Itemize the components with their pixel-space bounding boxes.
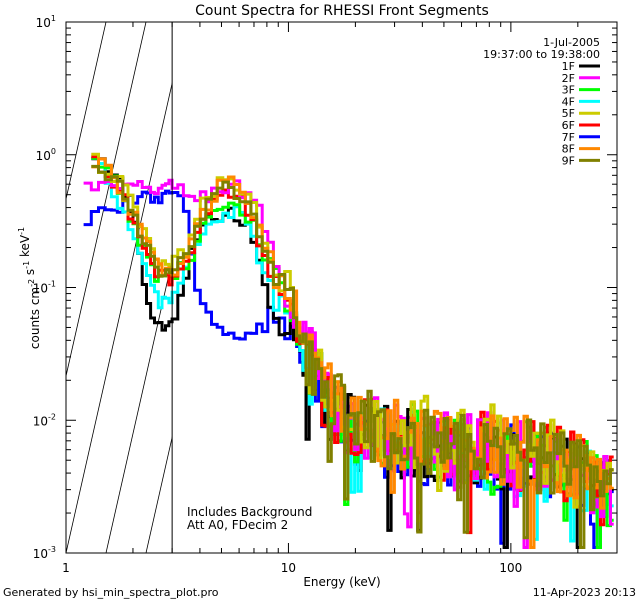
legend-label-6F: 6F bbox=[562, 119, 575, 132]
x-axis-ticks bbox=[65, 22, 618, 553]
y-tick-label: 10-1 bbox=[33, 280, 56, 296]
hatched-region bbox=[0, 22, 306, 553]
hatch-line bbox=[0, 22, 26, 553]
footer-timestamp: 11-Apr-2023 20:13 bbox=[533, 586, 636, 599]
y-axis-labels: 101 100 10-1 10-2 10-3 bbox=[33, 14, 56, 561]
annotation-background: Includes Background bbox=[187, 505, 312, 519]
y-tick-label: 100 bbox=[36, 147, 56, 163]
y-tick-label: 10-3 bbox=[33, 545, 56, 561]
legend-label-7F: 7F bbox=[562, 131, 575, 144]
x-tick-label: 1 bbox=[62, 561, 70, 575]
y-axis-label: counts cm-2 s-1 keV-1 bbox=[17, 227, 42, 349]
hatch-line bbox=[66, 22, 147, 378]
legend-label-1F: 1F bbox=[562, 60, 575, 73]
legend-label-8F: 8F bbox=[562, 143, 575, 156]
legend-label-4F: 4F bbox=[562, 95, 575, 108]
x-tick-label: 100 bbox=[499, 561, 522, 575]
hatch-line bbox=[66, 81, 173, 553]
chart-title: Count Spectra for RHESSI Front Segments bbox=[195, 3, 489, 19]
legend-date: 1-Jul-2005 bbox=[543, 36, 600, 49]
x-axis-label: Energy (keV) bbox=[303, 575, 380, 589]
y-axis-ticks bbox=[66, 21, 617, 554]
y-tick-label: 101 bbox=[36, 14, 56, 30]
legend-label-2F: 2F bbox=[562, 72, 575, 85]
x-tick-label: 10 bbox=[281, 561, 296, 575]
legend-time-range: 19:37:00 to 19:38:00 bbox=[483, 48, 600, 61]
legend-label-3F: 3F bbox=[562, 84, 575, 97]
y-tick-label: 10-2 bbox=[33, 412, 56, 428]
series-layer bbox=[83, 152, 614, 549]
annotation-attenuator: Att A0, FDecim 2 bbox=[187, 518, 288, 532]
hatch-line bbox=[66, 22, 107, 201]
hatch-line bbox=[145, 435, 173, 553]
hatch-line bbox=[105, 258, 173, 553]
legend-label-9F: 9F bbox=[562, 154, 575, 167]
footer-generated-by: Generated by hsi_min_spectra_plot.pro bbox=[3, 586, 219, 599]
hatch-line bbox=[186, 22, 306, 553]
x-axis-labels: 1 10 100 bbox=[62, 561, 522, 575]
legend-label-5F: 5F bbox=[562, 107, 575, 120]
series-9F bbox=[91, 164, 614, 549]
